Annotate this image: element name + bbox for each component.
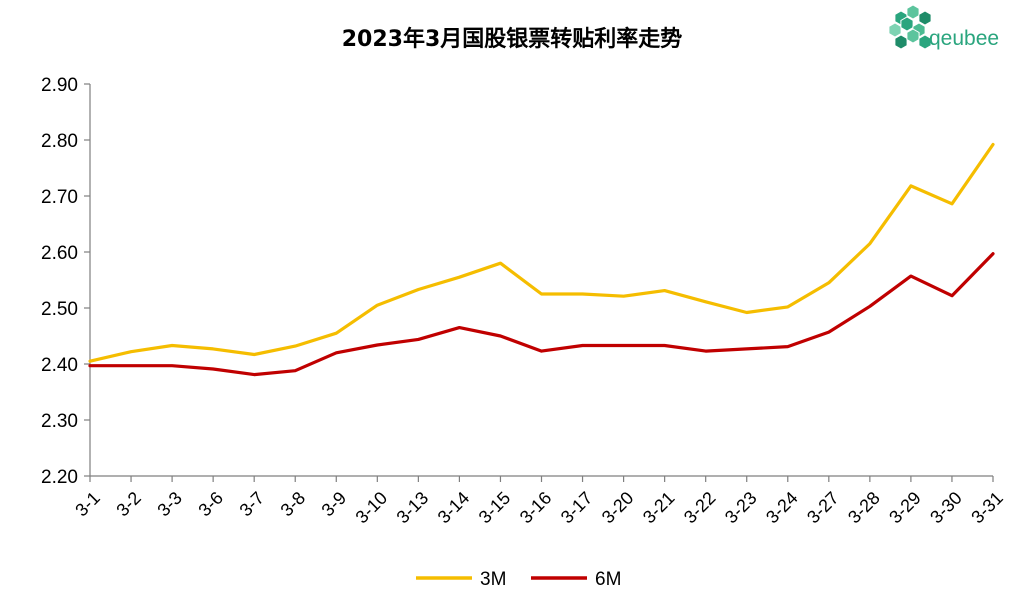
x-tick-label: 3-10 bbox=[352, 488, 392, 528]
legend-label-6m: 6M bbox=[595, 569, 621, 590]
series-line-6m bbox=[88, 252, 995, 377]
y-tick-label: 2.40 bbox=[41, 355, 78, 376]
logo-cube bbox=[900, 16, 914, 32]
x-tick-label: 3-28 bbox=[844, 488, 884, 528]
logo-cube bbox=[906, 4, 920, 20]
chart-title: 2023年3月国股银票转贴利率走势 bbox=[342, 26, 683, 52]
x-tick-label: 3-30 bbox=[926, 488, 966, 528]
legend-label-3m: 3M bbox=[480, 569, 506, 590]
x-tick-label: 3-13 bbox=[393, 488, 433, 528]
x-tick-label: 3-15 bbox=[475, 488, 515, 528]
logo-cube bbox=[888, 22, 902, 38]
y-tick-label: 2.50 bbox=[41, 299, 78, 320]
x-tick-label: 3-27 bbox=[803, 488, 843, 528]
x-tick-label: 3-8 bbox=[277, 488, 310, 521]
x-axis-ticks: 3-1 3-2 3-3 3-6 3-7 3-8 3-9 3-10 3-13 3-14 3-15 3-1… bbox=[71, 476, 1007, 527]
x-tick-label: 3-1 bbox=[71, 488, 104, 521]
x-tick-label: 3-23 bbox=[721, 488, 761, 528]
y-tick-label: 2.70 bbox=[41, 187, 78, 208]
y-tick-label: 2.60 bbox=[41, 243, 78, 264]
x-tick-label: 3-21 bbox=[639, 488, 679, 528]
series-line-3m bbox=[88, 142, 995, 363]
cube-cluster-icon bbox=[888, 4, 932, 50]
logo-cube bbox=[894, 34, 908, 50]
axes bbox=[89, 84, 993, 477]
logo-text: qeubee bbox=[929, 27, 999, 50]
series-lines bbox=[88, 142, 995, 377]
y-tick-label: 2.80 bbox=[41, 131, 78, 152]
x-tick-label: 3-14 bbox=[434, 488, 474, 528]
x-tick-label: 3-16 bbox=[516, 488, 556, 528]
qeubee-logo: qeubee bbox=[888, 4, 999, 50]
x-tick-label: 3-9 bbox=[318, 488, 351, 521]
x-tick-label: 3-7 bbox=[236, 488, 269, 521]
x-tick-label: 3-24 bbox=[762, 488, 802, 528]
logo-cube bbox=[906, 28, 920, 44]
x-tick-label: 3-17 bbox=[557, 488, 597, 528]
x-tick-label: 3-2 bbox=[112, 488, 145, 521]
x-tick-label: 3-20 bbox=[598, 488, 638, 528]
y-axis-ticks: 2.20 2.30 2.40 2.50 2.60 2.70 2.80 2.90 bbox=[41, 75, 90, 488]
y-tick-label: 2.90 bbox=[41, 75, 78, 96]
y-tick-label: 2.30 bbox=[41, 411, 78, 432]
x-tick-label: 3-29 bbox=[885, 488, 925, 528]
x-tick-label: 3-3 bbox=[153, 488, 186, 521]
x-tick-label: 3-31 bbox=[967, 488, 1007, 528]
x-tick-label: 3-22 bbox=[680, 488, 720, 528]
logo-cube bbox=[918, 10, 932, 26]
x-tick-label: 3-6 bbox=[194, 488, 227, 521]
logo-cube bbox=[918, 34, 932, 50]
legend: 3M 6M bbox=[416, 569, 621, 590]
y-tick-label: 2.20 bbox=[41, 467, 78, 488]
